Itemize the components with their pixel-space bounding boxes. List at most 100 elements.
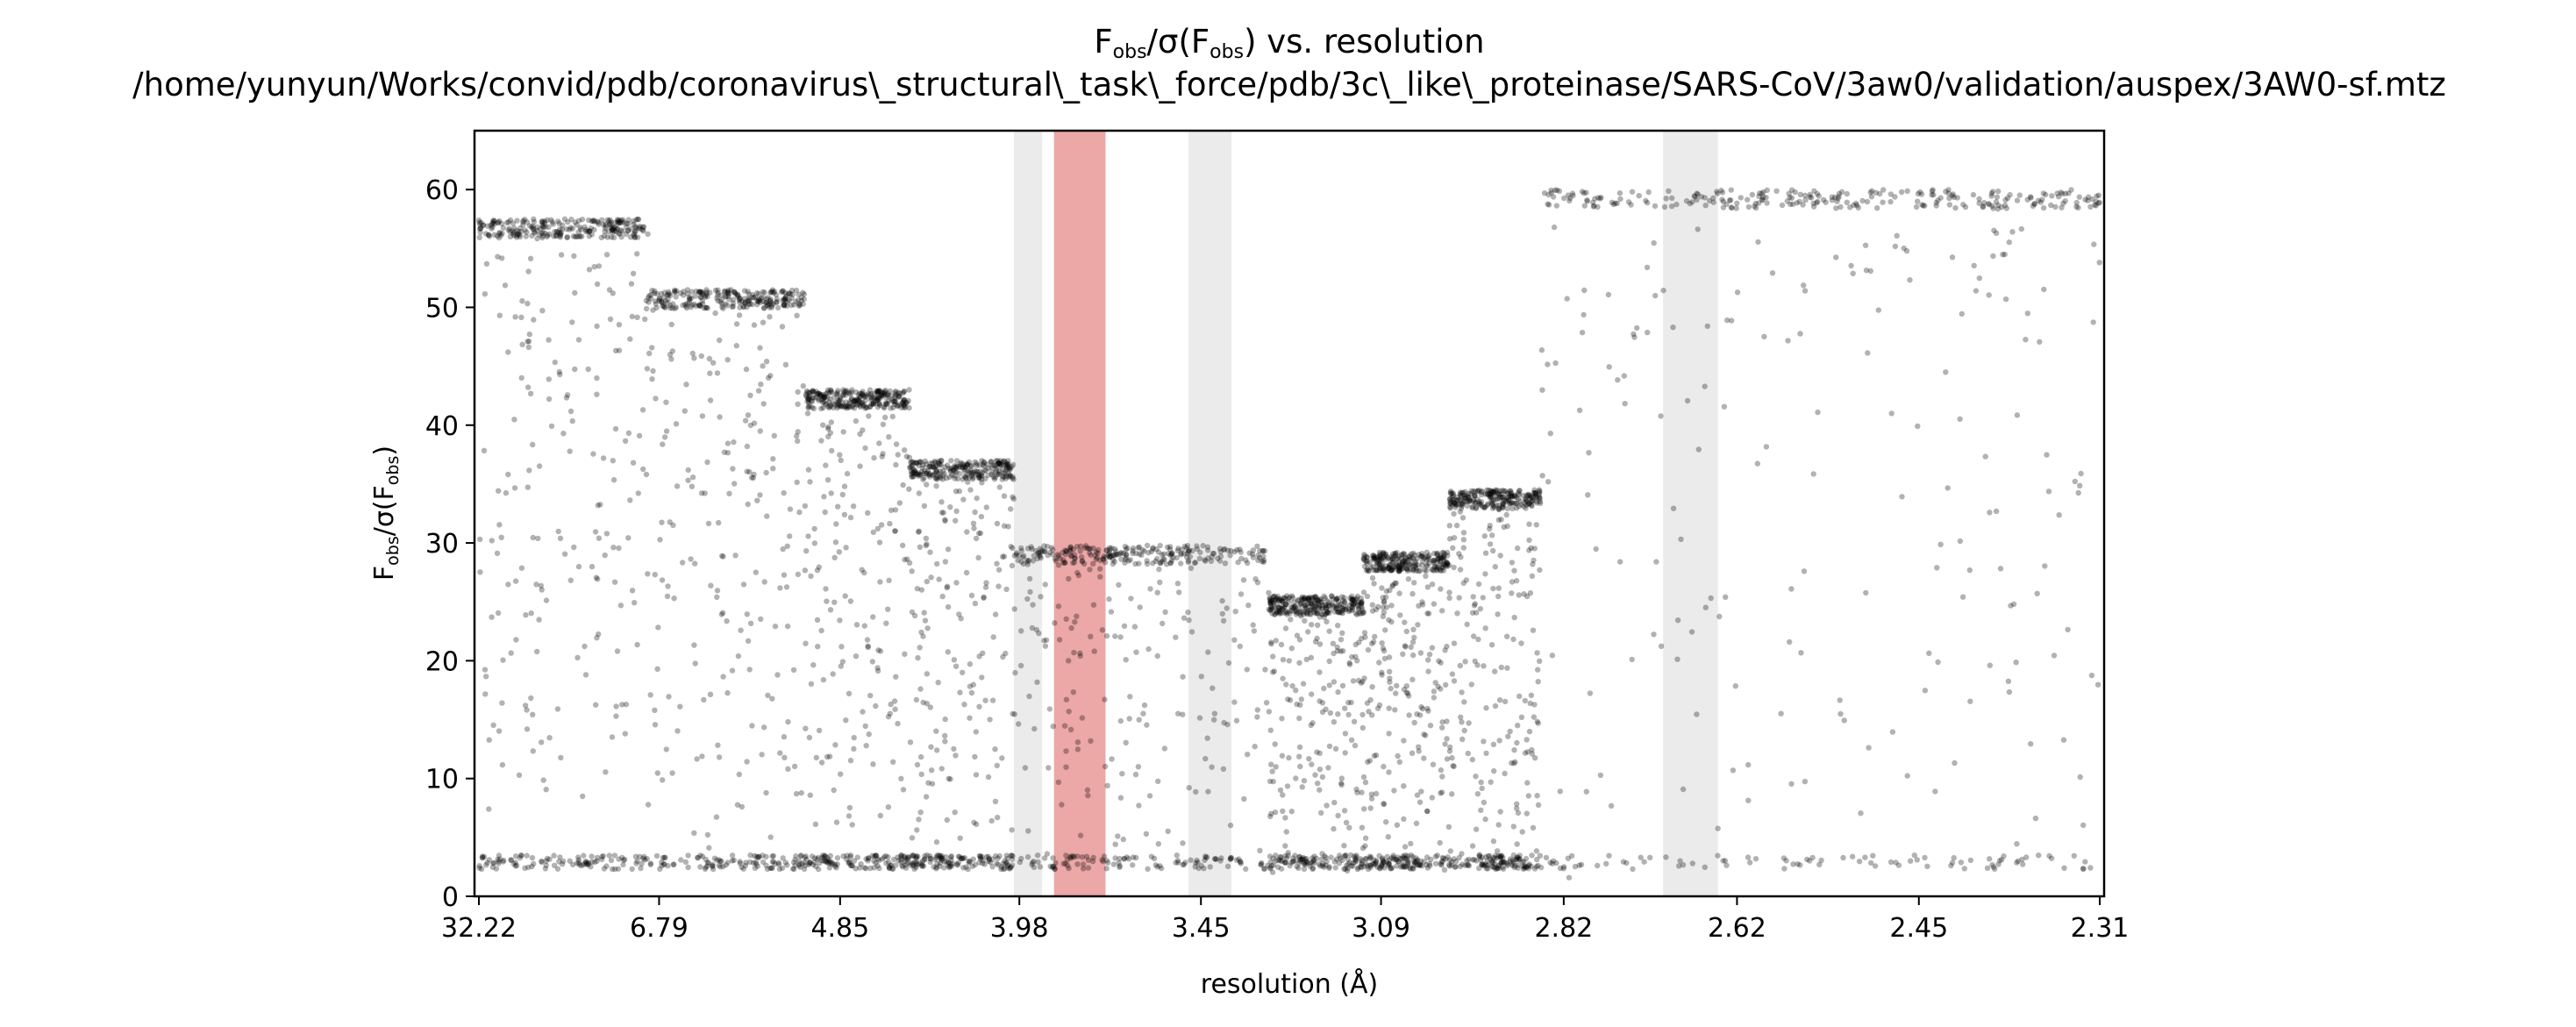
- data-point: [1425, 557, 1431, 563]
- data-point: [1274, 596, 1281, 603]
- data-point: [1308, 607, 1315, 613]
- data-point: [973, 729, 980, 735]
- data-point: [1877, 190, 1883, 197]
- data-point: [1369, 574, 1376, 581]
- data-point: [606, 287, 613, 293]
- data-point: [1015, 557, 1021, 564]
- data-point: [616, 322, 623, 328]
- data-point: [1261, 866, 1268, 872]
- data-point: [633, 860, 639, 867]
- data-point: [843, 389, 850, 396]
- data-point: [1393, 690, 1399, 696]
- data-point: [742, 300, 748, 307]
- data-point: [1057, 555, 1064, 561]
- data-point: [1349, 593, 1355, 599]
- data-point: [594, 635, 600, 641]
- data-point: [2068, 187, 2074, 193]
- data-point: [491, 232, 497, 238]
- data-point: [1136, 544, 1143, 550]
- data-point: [731, 289, 738, 296]
- data-point: [1259, 547, 1266, 554]
- data-point: [983, 580, 989, 586]
- data-point: [1304, 859, 1310, 866]
- data-point: [1419, 705, 1426, 712]
- data-point: [901, 853, 907, 859]
- data-point: [1161, 556, 1167, 563]
- data-point: [916, 817, 922, 823]
- data-point: [1987, 856, 1993, 862]
- data-point: [1388, 567, 1395, 574]
- data-point: [1296, 859, 1302, 867]
- data-point: [639, 407, 646, 413]
- data-point: [705, 859, 711, 867]
- data-point: [496, 852, 503, 859]
- data-point: [539, 218, 546, 225]
- data-point: [1053, 859, 1059, 867]
- data-point: [1010, 496, 1017, 502]
- data-point: [910, 863, 917, 869]
- data-point: [1384, 853, 1390, 859]
- data-point: [1359, 789, 1365, 795]
- data-point: [1217, 553, 1224, 560]
- data-point: [1001, 553, 1008, 560]
- data-point: [1695, 226, 1701, 232]
- data-point: [1488, 642, 1495, 648]
- data-point: [924, 578, 931, 585]
- data-point: [1267, 597, 1274, 603]
- data-point: [1329, 601, 1335, 607]
- data-point: [868, 390, 874, 397]
- data-point: [1335, 623, 1341, 629]
- data-point: [933, 866, 939, 872]
- data-point: [695, 854, 701, 861]
- data-point: [1295, 596, 1302, 603]
- data-point: [1362, 779, 1369, 786]
- data-point: [595, 576, 601, 582]
- data-point: [1222, 546, 1228, 553]
- data-point: [869, 852, 875, 859]
- data-point: [1408, 852, 1415, 859]
- data-point: [1299, 856, 1306, 862]
- data-point: [1576, 407, 1583, 413]
- data-point: [781, 303, 788, 309]
- data-point: [496, 234, 503, 241]
- data-point: [1349, 596, 1356, 603]
- data-point: [756, 853, 762, 859]
- data-point: [1117, 855, 1123, 862]
- data-point: [707, 691, 714, 697]
- data-point: [1162, 609, 1168, 616]
- data-point: [686, 294, 692, 301]
- data-point: [648, 296, 654, 302]
- data-point: [1066, 709, 1072, 715]
- data-point: [1472, 658, 1478, 665]
- data-point: [652, 572, 658, 578]
- data-point: [1282, 596, 1289, 602]
- data-point: [1389, 865, 1395, 871]
- data-point: [1473, 826, 1480, 832]
- data-point: [1395, 567, 1402, 574]
- data-point: [1279, 603, 1285, 610]
- data-point: [1395, 553, 1402, 560]
- data-point: [616, 231, 622, 237]
- data-point: [1275, 604, 1282, 610]
- data-point: [793, 852, 799, 859]
- data-point: [1260, 866, 1267, 872]
- data-point: [937, 473, 944, 480]
- data-point: [828, 859, 834, 865]
- data-point: [1370, 567, 1377, 574]
- data-point: [1117, 634, 1124, 640]
- data-point: [902, 854, 908, 860]
- data-point: [847, 852, 853, 859]
- data-point: [921, 474, 927, 481]
- data-point: [829, 447, 835, 454]
- data-point: [1893, 859, 1899, 866]
- data-point: [1397, 561, 1403, 567]
- data-point: [1391, 788, 1397, 794]
- data-point: [1052, 866, 1058, 872]
- data-point: [1670, 325, 1676, 331]
- data-point: [1391, 564, 1397, 571]
- data-point: [1361, 552, 1367, 558]
- data-point: [1487, 541, 1494, 547]
- data-point: [901, 403, 907, 409]
- data-point: [731, 289, 739, 296]
- data-point: [1509, 560, 1516, 566]
